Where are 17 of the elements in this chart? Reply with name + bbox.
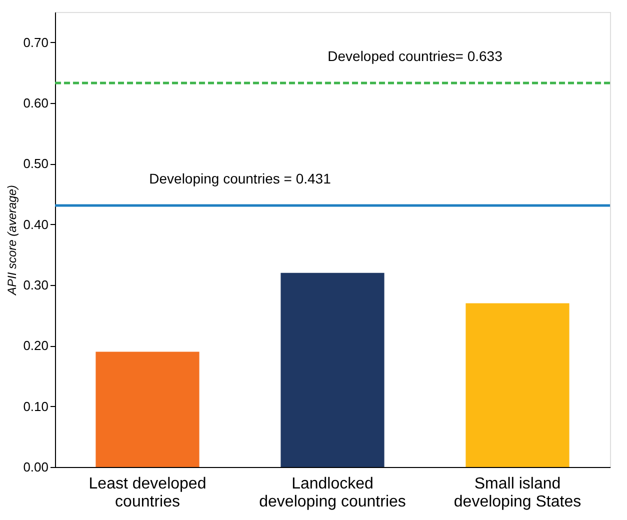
bar — [96, 352, 200, 467]
x-tick-label: Least developed countries — [88, 476, 206, 510]
y-tick-label: 0.70 — [23, 34, 48, 50]
y-tick-label: 0.60 — [23, 96, 48, 110]
y-tick-label: 0.10 — [23, 398, 48, 414]
y-tick-label: 0.50 — [23, 156, 48, 172]
y-axis-title: APII score (average) — [5, 184, 20, 296]
y-tick-label: 0.40 — [23, 216, 48, 232]
y-tick-label: 0.20 — [23, 338, 48, 354]
ref-line-label: Developing countries = 0.431 — [149, 170, 332, 187]
y-tick-label: 0.00 — [23, 460, 48, 474]
ref-line-label: Developed countries= 0.633 — [328, 48, 503, 64]
bar — [280, 272, 384, 467]
bar — [466, 303, 570, 467]
y-tick-label: 0.30 — [23, 278, 48, 292]
x-tick-label: Small island developing States — [454, 476, 582, 510]
x-tick-label: Landlocked developing countries — [259, 476, 406, 510]
